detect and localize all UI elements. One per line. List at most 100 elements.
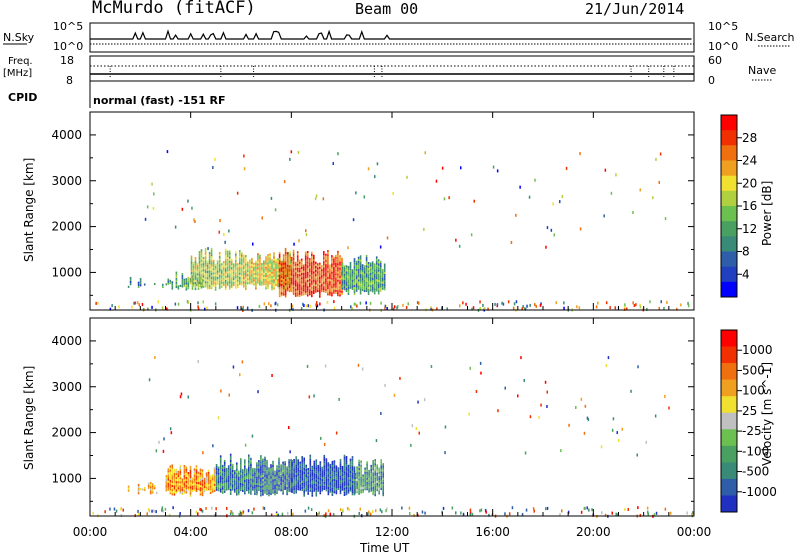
heat-cell [335, 263, 337, 266]
heat-cell [264, 471, 266, 474]
colorbar-swatch [721, 221, 737, 237]
heat-cell [214, 284, 217, 287]
heat-cell [339, 469, 342, 472]
heat-cell [213, 479, 216, 482]
heat-cell [327, 266, 329, 269]
colorbar-swatch [721, 412, 737, 430]
heat-cell [311, 260, 313, 263]
heat-cell [254, 482, 256, 485]
heat-cell [217, 416, 220, 420]
heat-cell [260, 488, 262, 491]
heat-cell [377, 282, 380, 285]
heat-cell [297, 465, 299, 468]
heat-cell [235, 274, 237, 277]
heat-cell [229, 459, 232, 462]
heat-cell [282, 473, 284, 476]
heat-cell [296, 253, 299, 256]
heat-cell [373, 279, 376, 282]
heat-cell [361, 268, 364, 271]
heat-cell [181, 279, 184, 282]
heat-cell [270, 464, 272, 467]
heat-cell [208, 258, 211, 261]
heat-cell [382, 465, 384, 468]
heat-cell [204, 258, 207, 261]
heat-cell [358, 463, 360, 466]
heat-cell [269, 259, 271, 262]
heat-cell [311, 280, 313, 283]
heat-cell [251, 278, 253, 281]
heat-cell [369, 264, 372, 267]
heat-cell [319, 469, 322, 472]
heat-cell [200, 257, 203, 260]
heat-cell [197, 360, 199, 364]
heat-cell [286, 466, 288, 469]
heat-cell [317, 277, 319, 280]
heat-cell [256, 476, 258, 479]
heat-cell [237, 279, 239, 282]
heat-cell [339, 273, 341, 276]
heat-cell [192, 272, 195, 275]
heat-cell [219, 465, 222, 468]
heat-cell [192, 276, 195, 279]
heat-cell [248, 471, 250, 474]
heat-cell [355, 281, 358, 284]
heat-cell [195, 485, 198, 488]
heat-cell [372, 486, 374, 489]
heat-cell [223, 464, 226, 467]
heat-cell [171, 489, 174, 492]
heat-cell [288, 463, 290, 466]
heat-cell [309, 473, 312, 476]
heat-cell [331, 460, 334, 463]
heat-cell [230, 261, 233, 264]
heat-cell [250, 461, 252, 464]
heat-cell [354, 483, 356, 486]
heat-cell [367, 278, 370, 281]
heat-cell [484, 307, 486, 311]
heat-cell [361, 266, 364, 269]
heat-cell [250, 480, 252, 483]
heat-cell [151, 489, 154, 492]
heat-cell [278, 280, 281, 283]
heat-cell [360, 473, 362, 476]
heat-cell [561, 509, 563, 513]
heat-cell [607, 356, 610, 360]
heat-cell [337, 469, 340, 472]
heat-cell [372, 478, 374, 481]
heat-cell [269, 255, 271, 258]
heat-cell [362, 480, 364, 483]
heat-cell [198, 273, 201, 276]
heat-cell [236, 489, 238, 492]
heat-cell [187, 480, 190, 483]
heat-cell [351, 464, 354, 467]
heat-cell [177, 472, 180, 475]
heat-cell [216, 262, 219, 265]
heat-cell [205, 480, 208, 483]
heat-cell [175, 468, 178, 471]
heat-cell [278, 266, 281, 269]
heat-cell [291, 482, 293, 485]
heat-cell [358, 478, 360, 481]
heat-cell [488, 513, 490, 517]
heat-cell [347, 272, 350, 275]
heat-cell [187, 285, 190, 288]
heat-cell [300, 262, 303, 265]
heat-cell [358, 511, 360, 515]
heat-cell [357, 287, 360, 290]
heat-cell [235, 270, 237, 273]
heat-cell [298, 278, 301, 281]
heat-cell [380, 481, 382, 484]
heat-cell [288, 277, 291, 280]
heat-cell [263, 281, 265, 284]
heat-cell [311, 469, 314, 472]
heat-cell [358, 486, 360, 489]
heat-cell [333, 268, 335, 271]
heat-cell [235, 259, 237, 262]
heat-cell [239, 262, 241, 265]
heat-cell [299, 478, 301, 481]
heat-cell [306, 251, 309, 254]
heat-cell [286, 279, 289, 282]
heat-cell [175, 284, 178, 287]
heat-cell [302, 302, 304, 306]
heat-cell [373, 277, 376, 280]
heat-cell [261, 283, 263, 286]
